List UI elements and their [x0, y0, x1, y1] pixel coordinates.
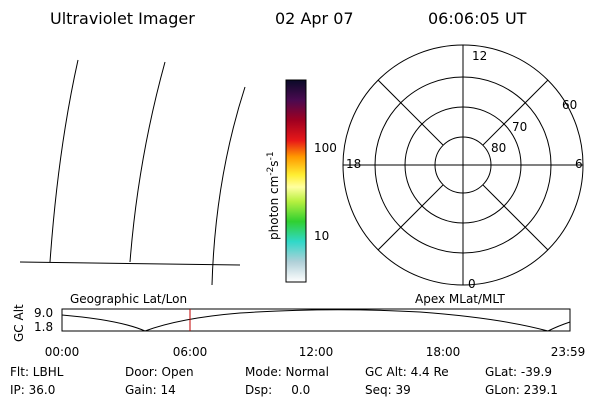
- altitude-curve: [61, 309, 571, 332]
- time-tick: 06:00: [173, 345, 208, 359]
- colorbar: [285, 79, 307, 283]
- axis: [377, 184, 444, 251]
- info-item: Flt: LBHL: [10, 365, 64, 379]
- info-item: GLat: -39.9: [485, 365, 552, 379]
- timeline-frame: [61, 308, 571, 332]
- info-item: Gain: 14: [125, 383, 176, 397]
- meridian: [49, 59, 79, 263]
- time-tick: 12:00: [299, 345, 334, 359]
- timeline-label: Geographic Lat/Lon: [70, 292, 187, 306]
- polar-label: 18: [346, 157, 361, 171]
- info-item: IP: 36.0: [10, 383, 55, 397]
- parallel: [19, 261, 241, 266]
- map-panel: [19, 59, 246, 286]
- timeline-ytick: 1.8: [34, 320, 53, 334]
- info-item: Mode: Normal: [245, 365, 329, 379]
- ring-label: 70: [512, 120, 527, 134]
- polar-label: 0: [468, 277, 476, 291]
- timeline-label: Apex MLat/MLT: [415, 292, 505, 306]
- polar-label: 12: [472, 49, 487, 63]
- axis: [482, 79, 549, 146]
- timeline-ytick: 9.0: [34, 306, 53, 320]
- info-item: GLon: 239.1: [485, 383, 558, 397]
- date: 02 Apr 07: [275, 9, 354, 28]
- colorbar-unit: photon cm-2s-1: [266, 151, 281, 240]
- time: 06:06:05 UT: [428, 9, 527, 28]
- meridian: [211, 86, 246, 286]
- time-tick: 23:59: [551, 345, 586, 359]
- axis: [482, 184, 549, 251]
- instrument: Ultraviolet Imager: [50, 9, 195, 28]
- ring-label: 80: [491, 141, 506, 155]
- info-item: Door: Open: [125, 365, 194, 379]
- polar-grid: [342, 44, 584, 286]
- axis: [377, 79, 444, 146]
- info-item: Dsp: 0.0: [245, 383, 310, 397]
- info-item: GC Alt: 4.4 Re: [365, 365, 449, 379]
- meridian: [129, 61, 166, 263]
- unit-part: s: [267, 160, 281, 166]
- ring-label: 60: [562, 98, 577, 112]
- unit-part: -2: [266, 167, 276, 176]
- polar-label: 6: [575, 157, 583, 171]
- unit-part: -1: [266, 151, 276, 160]
- time-tick: 00:00: [45, 345, 80, 359]
- unit-part: photon cm: [267, 176, 281, 240]
- info-item: Seq: 39: [365, 383, 411, 397]
- colorbar-tick: 100: [314, 141, 337, 155]
- colorbar-tick: 10: [314, 229, 329, 243]
- time-tick: 18:00: [426, 345, 461, 359]
- timeline-ylabel: GC Alt: [12, 304, 26, 342]
- info: Flt: LBHL Door: Open Mode: Normal GC Alt…: [10, 365, 558, 397]
